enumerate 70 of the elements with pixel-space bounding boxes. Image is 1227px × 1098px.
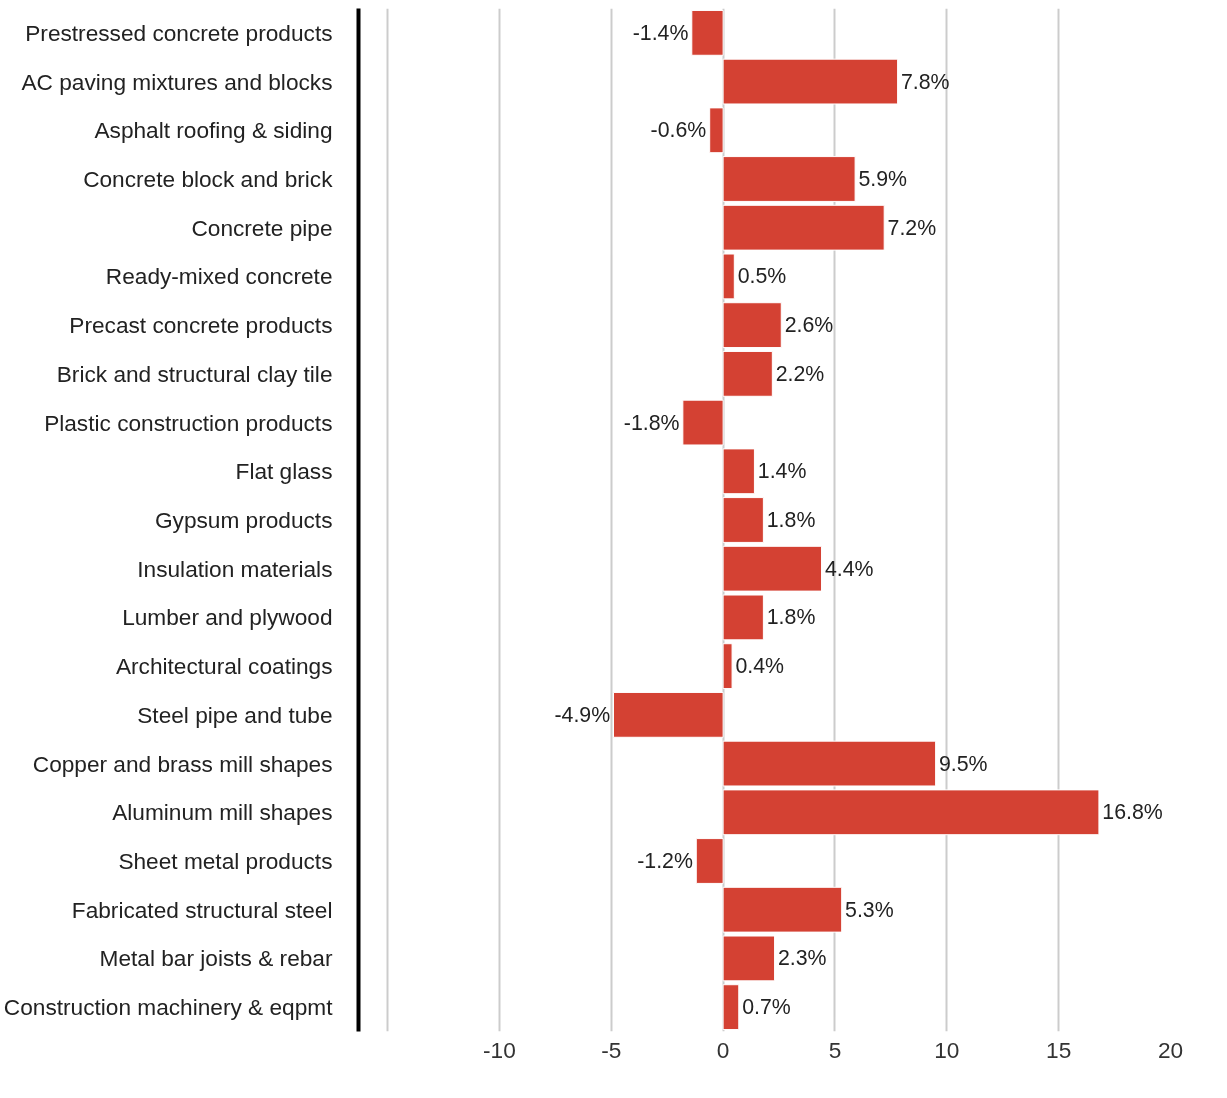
data-label: -1.4%: [632, 20, 689, 45]
data-label: 1.4%: [757, 459, 807, 484]
bar: [709, 107, 724, 154]
y-tick-label: Ready-mixed concrete: [105, 263, 333, 290]
bar: [722, 58, 899, 105]
data-label: 2.6%: [784, 313, 834, 338]
bar: [722, 935, 776, 982]
data-label: 0.4%: [735, 654, 785, 679]
y-tick-label: Steel pipe and tube: [137, 701, 333, 728]
data-label: 9.5%: [938, 751, 988, 776]
bar: [722, 497, 764, 543]
bar: [722, 984, 740, 1031]
x-tick-label: -10: [483, 1036, 516, 1063]
bar: [722, 204, 885, 251]
data-label: 1.8%: [766, 508, 816, 532]
x-tick-label: 5: [828, 1036, 842, 1063]
y-tick-label: Gypsum products: [154, 507, 333, 533]
data-label: 7.2%: [887, 215, 937, 240]
y-tick-label: Sheet metal products: [118, 848, 333, 874]
bar: [722, 302, 782, 349]
y-tick-label: Asphalt roofing & siding: [94, 117, 333, 144]
data-label: 0.5%: [737, 264, 787, 289]
y-tick-label: Fabricated structural steel: [71, 896, 333, 923]
y-tick-label: Construction machinery & eqpmt: [3, 994, 334, 1021]
data-label: -1.2%: [637, 849, 693, 873]
y-tick-label: Concrete pipe: [191, 214, 333, 241]
y-tick-label: Precast concrete products: [69, 312, 333, 339]
data-label: 5.3%: [845, 897, 894, 922]
bar: [722, 545, 823, 592]
x-tick-label: 0: [716, 1036, 730, 1063]
bar: [722, 350, 773, 397]
bar: [682, 399, 724, 446]
y-tick-label: Plastic construction products: [44, 409, 333, 436]
bar: [722, 886, 843, 933]
bar: [722, 448, 755, 495]
y-tick-label: Prestressed concrete products: [25, 19, 333, 46]
data-label: 2.3%: [777, 946, 827, 971]
bar: [722, 740, 937, 787]
bar: [613, 691, 724, 738]
y-tick-label: Brick and structural clay tile: [56, 360, 333, 387]
data-label: 5.9%: [858, 167, 908, 191]
data-label: 0.7%: [742, 995, 791, 1020]
bar: [722, 253, 735, 300]
data-label: 16.8%: [1102, 800, 1163, 825]
y-tick-label: Architectural coatings: [115, 653, 333, 680]
bar: [722, 156, 856, 202]
data-label: 7.8%: [900, 69, 950, 94]
data-label: 1.8%: [766, 605, 816, 630]
y-tick-label: Copper and brass mill shapes: [32, 750, 333, 777]
y-tick-label: Metal bar joists & rebar: [99, 945, 333, 972]
y-tick-label: Concrete block and brick: [83, 166, 334, 192]
x-tick-label: 15: [1046, 1036, 1072, 1063]
data-label: -0.6%: [650, 118, 707, 143]
x-tick-label: -5: [601, 1036, 622, 1063]
data-label: 2.2%: [775, 361, 825, 386]
x-tick-label: 20: [1157, 1036, 1184, 1063]
bar: [695, 838, 724, 884]
y-tick-label: Flat glass: [235, 458, 333, 485]
bar: [722, 789, 1100, 836]
data-label: 4.4%: [824, 556, 874, 581]
x-tick-label: 10: [934, 1036, 960, 1063]
bar: [722, 643, 733, 690]
y-tick-label: Insulation materials: [137, 555, 333, 582]
data-label: -4.9%: [554, 702, 611, 727]
y-tick-label: Lumber and plywood: [122, 604, 333, 631]
y-tick-label: Aluminum mill shapes: [112, 799, 333, 826]
bar: [691, 9, 724, 56]
bar: [722, 594, 764, 641]
data-label: -1.8%: [623, 410, 680, 435]
y-tick-label: AC paving mixtures and blocks: [21, 68, 333, 95]
